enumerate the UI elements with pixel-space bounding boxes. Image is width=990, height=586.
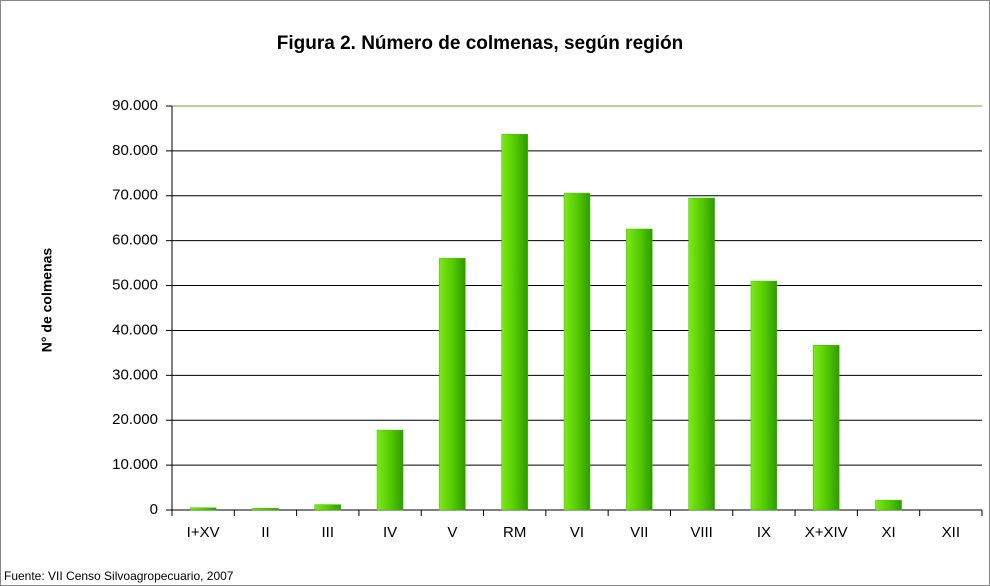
x-tick-label: VIII xyxy=(690,524,713,541)
x-tick-label: RM xyxy=(503,524,526,541)
y-tick-label: 20.000 xyxy=(112,411,158,428)
y-tick-label: 30.000 xyxy=(112,366,158,383)
source-note: Fuente: VII Censo Silvoagropecuario, 200… xyxy=(4,569,234,583)
bar xyxy=(563,192,591,511)
bar xyxy=(750,280,778,511)
bar xyxy=(439,257,466,511)
bar xyxy=(626,228,653,511)
bar xyxy=(688,197,715,511)
x-tick-label: II xyxy=(261,524,269,541)
bar xyxy=(376,429,404,511)
y-tick-label: 40.000 xyxy=(112,321,158,338)
y-axis-label: N° de colmenas xyxy=(39,248,55,353)
x-tick-label: V xyxy=(447,524,457,541)
y-tick-label: 80.000 xyxy=(112,142,158,159)
x-tick-label: III xyxy=(322,524,335,541)
x-tick-label: XI xyxy=(881,524,895,541)
y-tick-label: 0 xyxy=(150,501,158,518)
y-tick-label: 10.000 xyxy=(112,456,158,473)
x-tick-label: X+XIV xyxy=(805,524,848,541)
bar xyxy=(189,507,217,511)
bar xyxy=(252,507,279,511)
x-tick-label: IV xyxy=(383,524,397,541)
x-tick-label: IX xyxy=(757,524,771,541)
y-tick-label: 50.000 xyxy=(112,277,158,294)
x-tick-label: VI xyxy=(570,524,584,541)
bar xyxy=(314,504,342,511)
bar xyxy=(501,134,528,511)
y-tick-label: 70.000 xyxy=(112,187,158,204)
bar xyxy=(812,345,840,511)
x-tick-label: I+XV xyxy=(187,524,220,541)
x-tick-label: VII xyxy=(630,524,648,541)
y-tick-label: 90.000 xyxy=(112,97,158,114)
y-tick-label: 60.000 xyxy=(112,232,158,249)
bar xyxy=(875,499,902,511)
x-tick-label: XII xyxy=(942,524,960,541)
chart-title: Figura 2. Número de colmenas, según regi… xyxy=(277,33,683,54)
